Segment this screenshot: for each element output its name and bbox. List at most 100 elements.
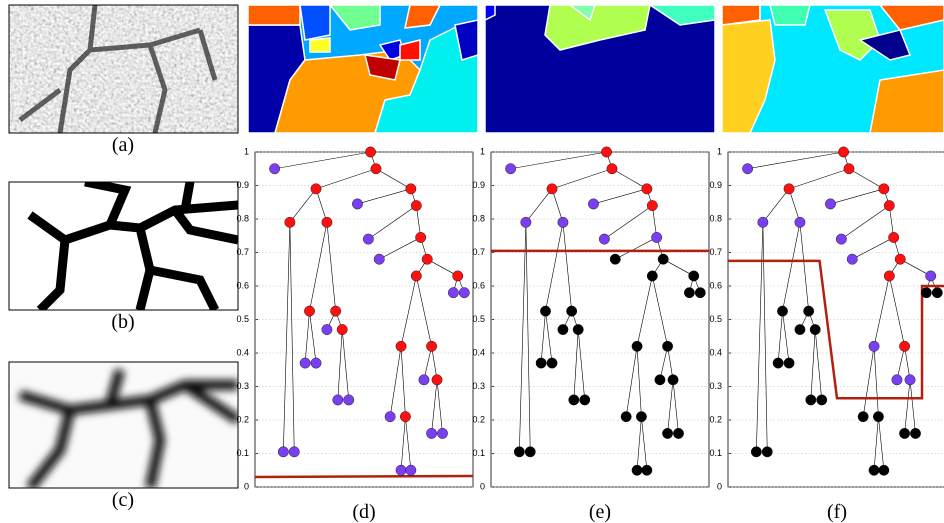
y-tick-label: 0.2 — [472, 414, 485, 424]
tree-node — [899, 340, 910, 352]
panel-label: (d) — [352, 501, 375, 523]
tree-node — [299, 357, 311, 369]
tree-edge — [667, 379, 674, 434]
tree-edge — [357, 188, 411, 205]
y-tick-label: 0.4 — [236, 347, 249, 357]
tree-edge — [900, 258, 931, 277]
tree-node — [805, 394, 817, 406]
y-tick-label: 0.5 — [472, 314, 485, 324]
tree-node — [772, 357, 784, 369]
tree-node — [395, 464, 407, 476]
tree-edge — [400, 346, 406, 417]
tree-edge — [289, 222, 295, 452]
tree-edge — [878, 416, 885, 471]
tree-edge — [274, 151, 371, 170]
y-tick-label: 0.5 — [709, 314, 722, 324]
tree-edge — [427, 258, 458, 277]
tree-edge — [636, 416, 642, 471]
image-frame — [8, 181, 239, 311]
tree-node — [546, 357, 558, 369]
tree-node — [384, 411, 396, 423]
tree-node — [641, 464, 653, 476]
tree-node — [410, 200, 422, 212]
tree-node — [894, 253, 906, 265]
tree-node — [888, 232, 900, 243]
tree-edge — [830, 188, 884, 205]
tree-edge — [326, 222, 336, 312]
tree-node — [809, 324, 821, 335]
tree-node — [646, 200, 658, 212]
tree-node — [568, 394, 580, 406]
panel-label: (f) — [827, 501, 847, 523]
tree-node — [513, 446, 525, 458]
y-tick-label: 0.6 — [472, 280, 485, 290]
y-tick-label: 0.7 — [709, 247, 722, 257]
tree-node — [777, 305, 788, 317]
tree-node — [878, 464, 890, 476]
tree-node — [431, 374, 443, 386]
tree-edge — [315, 168, 377, 190]
tree-edge — [562, 222, 572, 312]
tree-edge — [573, 329, 579, 400]
tree-node — [447, 287, 459, 299]
tree-node — [601, 146, 612, 158]
tree-edge — [873, 275, 890, 347]
tree-node — [277, 446, 289, 458]
tree-node — [750, 446, 762, 458]
tree-node — [631, 340, 643, 352]
tree-node — [673, 427, 684, 439]
tree-node — [641, 183, 653, 195]
tree-node — [284, 216, 296, 228]
tree-node — [332, 394, 344, 406]
tree-node — [520, 216, 532, 228]
tree-edge — [551, 188, 564, 223]
y-tick-label: 0.8 — [472, 213, 485, 223]
tree-edge — [852, 237, 894, 260]
tree-node — [330, 305, 342, 317]
tree-node — [899, 427, 910, 439]
tree-edge — [909, 379, 916, 434]
tree-node — [566, 305, 578, 317]
y-tick-label: 0.1 — [472, 448, 485, 458]
tree-edge — [889, 275, 905, 347]
tree-edge — [416, 275, 432, 347]
y-tick-label: 0.9 — [472, 180, 485, 190]
y-tick-label: 0.1 — [236, 448, 249, 458]
y-tick-label: 0.6 — [709, 280, 722, 290]
tree-node — [405, 464, 417, 476]
segmentation-d — [247, 4, 479, 134]
tree-edge — [551, 168, 613, 190]
tree-node — [452, 270, 464, 282]
tree-node — [651, 232, 663, 243]
tree-node — [336, 324, 348, 335]
tree-edge — [304, 311, 310, 364]
tree-edge — [873, 416, 879, 471]
tree-node — [395, 340, 407, 352]
tree-node — [654, 374, 666, 386]
y-tick-label: 0 — [244, 481, 249, 491]
tree-node — [405, 183, 417, 195]
tree-node — [920, 287, 932, 299]
tree-edge — [799, 222, 809, 312]
tree-node — [426, 340, 437, 352]
tree-edge — [652, 275, 668, 347]
y-tick-label: 1 — [480, 146, 485, 156]
tree-node — [891, 374, 903, 386]
cut-line — [728, 259, 944, 400]
tree-node — [321, 324, 333, 335]
tree-node — [662, 340, 673, 352]
tree-edge — [747, 151, 844, 170]
tree-plot: 0 0.1 0.2 0.3 0.4 0.5 0.6 0.7 0.8 0.9 1 (e) — [472, 146, 710, 523]
tree-node — [742, 163, 754, 175]
y-tick-label: 1 — [717, 146, 722, 156]
tree-edge — [315, 188, 328, 223]
tree-edge — [519, 222, 527, 452]
tree-node — [458, 287, 470, 299]
y-tick-label: 1 — [244, 146, 249, 156]
tree-edge — [341, 329, 350, 400]
tree-node — [868, 340, 880, 352]
image-frame — [8, 4, 239, 134]
tree-node — [310, 183, 322, 195]
tree-node — [803, 305, 815, 317]
image-label: (b) — [111, 311, 134, 333]
